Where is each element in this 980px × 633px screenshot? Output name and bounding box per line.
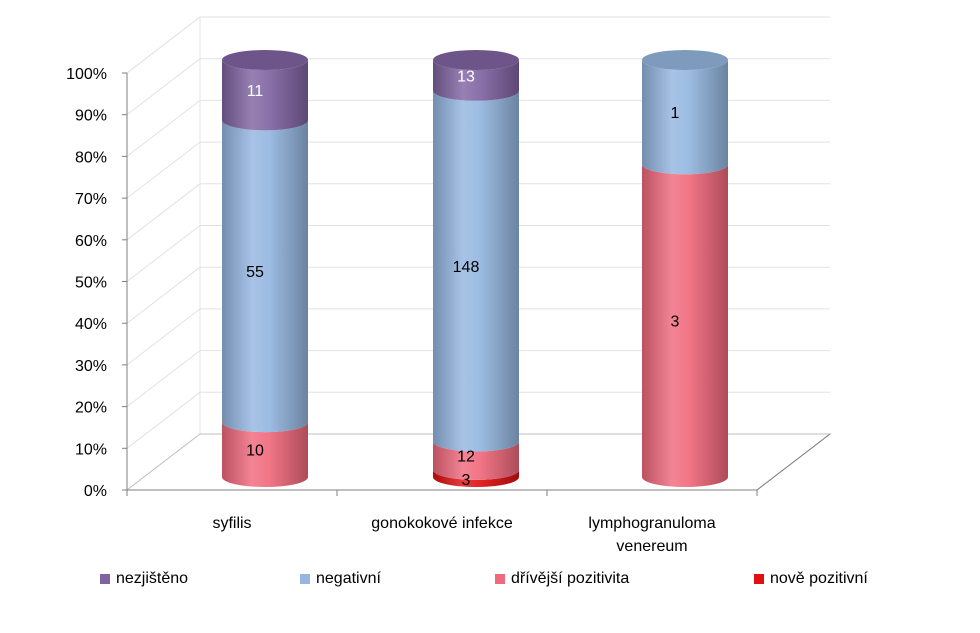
y-tick-label: 20% <box>75 400 107 417</box>
y-tick-label: 70% <box>75 191 107 208</box>
legend-item-nezjisteno: nezjištěno <box>100 570 188 588</box>
y-tick-label: 40% <box>75 316 107 333</box>
y-tick-label: 10% <box>75 441 107 458</box>
legend-item-nove-pozitivni: nově pozitivní <box>754 570 868 588</box>
legend-swatch-negativni <box>300 574 310 584</box>
bar-nezjisteno <box>433 60 519 101</box>
legend-label-negativni: negativní <box>316 570 381 587</box>
legend-swatch-drivejsi-pozitivita <box>495 574 505 584</box>
gridline-side <box>126 225 201 282</box>
legend-item-negativni: negativní <box>300 570 381 588</box>
x-category-label: venereum <box>616 538 687 555</box>
bar-nove-pozitivni <box>433 469 519 487</box>
bar-drivejsi-pozitivita <box>222 422 308 487</box>
gridline-side <box>126 350 201 407</box>
y-tick-label: 100% <box>66 66 107 83</box>
cylinder-gonokokove-infekce <box>433 50 519 487</box>
gridline-side <box>126 16 201 74</box>
floor-edge-right <box>756 433 831 491</box>
bar-nezjisteno <box>222 60 308 131</box>
legend-swatch-nove-pozitivni <box>754 574 764 584</box>
bar-drivejsi-pozitivita <box>642 164 728 487</box>
x-category-label: gonokokové infekce <box>371 515 513 532</box>
y-tick-label: 0% <box>84 483 107 500</box>
legend-label-drivejsi-pozitivita: dřívější pozitivita <box>511 570 630 587</box>
data-label-negativni: 55 <box>246 264 264 281</box>
x-category-label: lymphogranuloma <box>588 515 715 532</box>
gridline-side <box>126 308 201 366</box>
bar-negativni <box>642 60 728 175</box>
y-tick-label: 30% <box>75 358 107 375</box>
legend-swatch-nezjisteno <box>100 574 110 584</box>
data-label-drivejsi-pozitivita: 3 <box>671 314 680 331</box>
chart-legend: nezjištěno negativní dřívější pozitivita… <box>0 570 980 594</box>
gridline-side <box>126 58 201 116</box>
data-label-drivejsi-pozitivita: 10 <box>246 443 264 460</box>
data-label-negativni: 1 <box>671 105 680 122</box>
gridline-side <box>126 100 201 157</box>
legend-label-nove-pozitivni: nově pozitivní <box>770 570 868 587</box>
data-label-negativni: 148 <box>453 259 480 276</box>
cylinder-lymphogranuloma-venereum <box>642 50 728 487</box>
data-label-nezjisteno: 13 <box>457 68 475 85</box>
y-tick-label: 60% <box>75 233 107 250</box>
data-label-drivejsi-pozitivita: 12 <box>457 449 475 466</box>
bar-negativni <box>433 90 519 452</box>
x-category-label: syfilis <box>212 515 251 532</box>
cylinder-syfilis <box>222 50 308 487</box>
gridline-side <box>126 141 201 199</box>
bar-cap-nezjisteno <box>222 50 308 70</box>
legend-label-nezjisteno: nezjištěno <box>116 570 189 587</box>
bar-negativni <box>222 120 308 433</box>
gridline-side <box>126 183 201 241</box>
gridline-side <box>126 391 201 449</box>
bar-drivejsi-pozitivita <box>433 441 519 480</box>
bar-cap-nezjisteno <box>433 50 519 70</box>
y-tick-label: 90% <box>75 108 107 125</box>
bar-cap-negativni <box>642 50 728 70</box>
data-label-nezjisteno: 11 <box>247 83 264 100</box>
y-tick-label: 50% <box>75 275 107 292</box>
gridline-side <box>126 266 201 324</box>
y-tick-label: 80% <box>75 149 107 166</box>
legend-item-drivejsi-pozitivita: dřívější pozitivita <box>495 570 629 588</box>
data-label-nove-pozitivni: 3 <box>462 472 471 489</box>
